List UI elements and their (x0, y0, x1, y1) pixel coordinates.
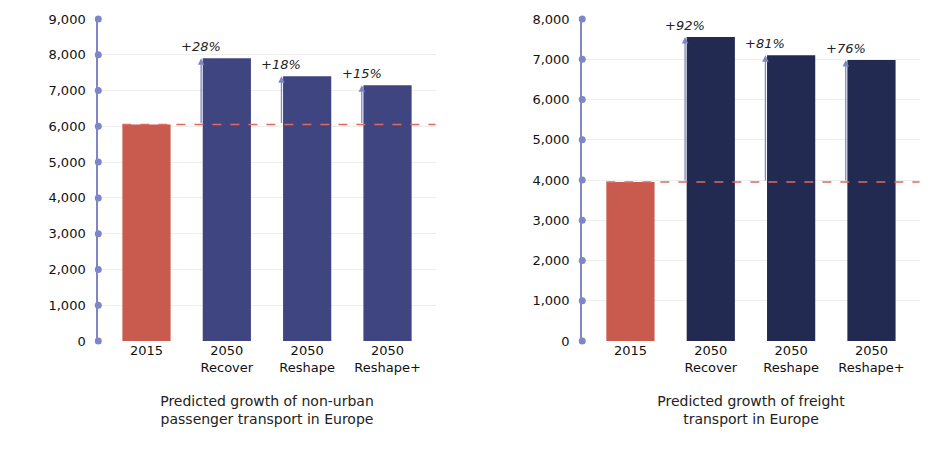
svg-text:0: 0 (561, 334, 569, 349)
svg-text:8,000: 8,000 (48, 47, 85, 62)
svg-text:2050Recover: 2050Recover (684, 343, 737, 375)
svg-text:+76%: +76% (826, 41, 866, 56)
svg-text:7,000: 7,000 (532, 52, 569, 67)
svg-text:0: 0 (77, 334, 85, 349)
svg-text:2,000: 2,000 (532, 253, 569, 268)
svg-text:3,000: 3,000 (48, 226, 85, 241)
svg-text:9,000: 9,000 (48, 12, 85, 27)
svg-text:+28%: +28% (181, 39, 221, 54)
svg-text:2015: 2015 (130, 343, 163, 358)
svg-text:5,000: 5,000 (532, 132, 569, 147)
svg-text:3,000: 3,000 (532, 213, 569, 228)
svg-text:2050Recover: 2050Recover (201, 343, 254, 375)
svg-text:+15%: +15% (342, 66, 382, 81)
svg-text:2,000: 2,000 (48, 262, 85, 277)
svg-text:2050Reshape+: 2050Reshape+ (354, 343, 421, 375)
svg-text:2050Reshape: 2050Reshape (763, 343, 819, 375)
svg-text:8,000: 8,000 (532, 12, 569, 27)
svg-text:Predicted growth of freighttra: Predicted growth of freighttransport in … (657, 393, 845, 427)
svg-text:+92%: +92% (665, 18, 705, 33)
svg-text:2050Reshape+: 2050Reshape+ (838, 343, 905, 375)
svg-text:2015: 2015 (614, 343, 647, 358)
svg-text:6,000: 6,000 (48, 119, 85, 134)
svg-text:1,000: 1,000 (48, 298, 85, 313)
svg-text:2050Reshape: 2050Reshape (279, 343, 335, 375)
svg-text:6,000: 6,000 (532, 92, 569, 107)
svg-text:+81%: +81% (745, 36, 785, 51)
svg-text:+18%: +18% (261, 57, 301, 72)
svg-text:5,000: 5,000 (48, 155, 85, 170)
svg-text:1,000: 1,000 (532, 293, 569, 308)
svg-text:4,000: 4,000 (48, 190, 85, 205)
svg-text:Predicted growth of non-urbanp: Predicted growth of non-urbanpassenger t… (160, 393, 374, 427)
svg-text:7,000: 7,000 (48, 83, 85, 98)
svg-text:4,000: 4,000 (532, 173, 569, 188)
